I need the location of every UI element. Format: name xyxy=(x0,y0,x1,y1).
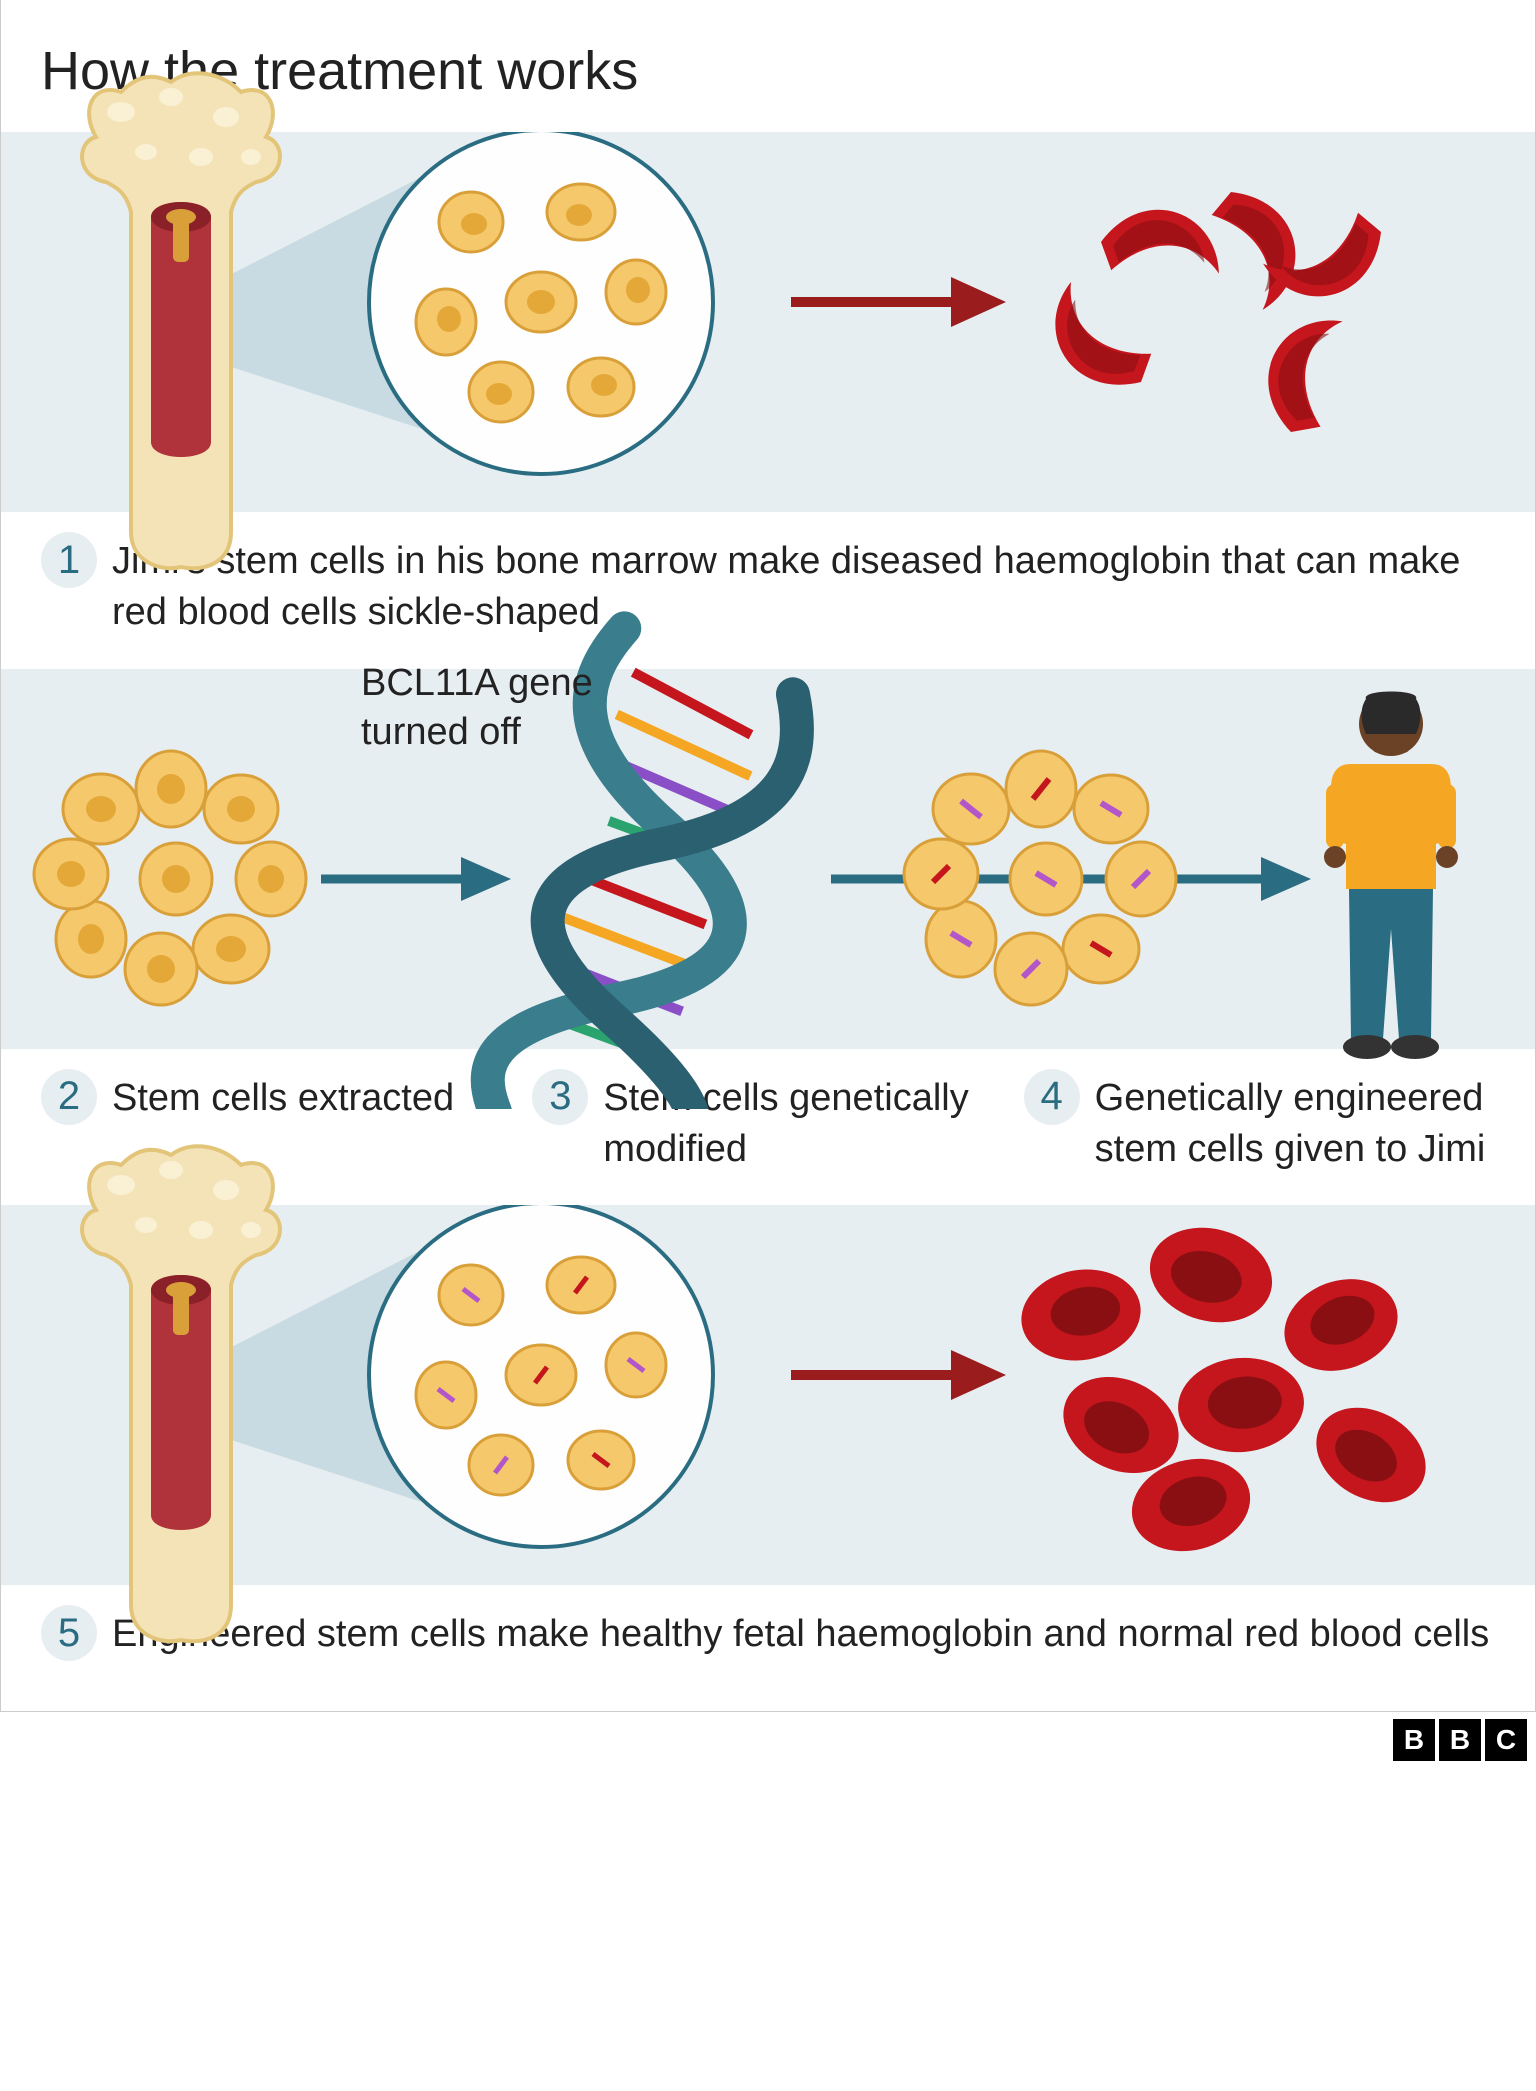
band-2: BCL11A gene turned off xyxy=(1,669,1535,1049)
sickle-cells xyxy=(1038,181,1392,435)
band-3 xyxy=(1,1205,1535,1585)
band-1 xyxy=(1,132,1535,512)
bone-3 xyxy=(61,1135,321,1655)
bone-1 xyxy=(61,62,321,582)
cells-extracted xyxy=(34,751,306,1005)
healthy-rbcs xyxy=(1014,1215,1443,1564)
cells-modified xyxy=(904,751,1176,1005)
logo-b1: B xyxy=(1393,1719,1435,1761)
bbc-logo: B B C xyxy=(1393,1719,1527,1761)
arrow-teal-1 xyxy=(321,857,511,901)
logo-b2: B xyxy=(1439,1719,1481,1761)
logo-c: C xyxy=(1485,1719,1527,1761)
band2-svg xyxy=(1,609,1536,1109)
infographic-container: How the treatment works xyxy=(0,0,1536,1712)
arrow-red-3 xyxy=(791,1350,1006,1400)
person-icon xyxy=(1324,691,1458,1059)
gene-label: BCL11A gene turned off xyxy=(361,659,593,758)
arrow-red-1 xyxy=(791,277,1006,327)
